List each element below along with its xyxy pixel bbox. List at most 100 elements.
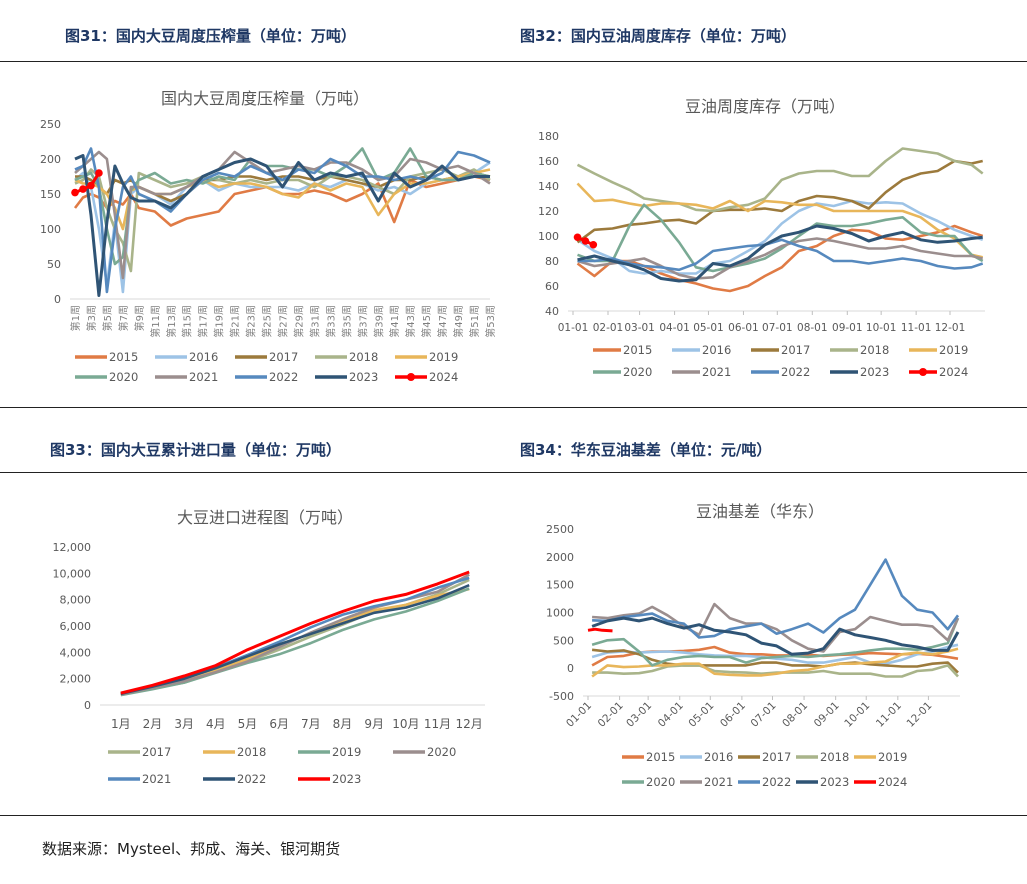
legend-label: 2015 (109, 350, 138, 364)
x-tick-label: 10-01 (842, 700, 872, 730)
y-tick-label: 160 (538, 155, 559, 168)
legend-label: 2024 (939, 365, 968, 379)
series-line-2022 (74, 147, 491, 294)
legend-item-2023: 2023 (315, 370, 378, 384)
legend-item-2020: 2020 (622, 775, 675, 789)
series-line-2017 (75, 171, 491, 203)
legend-marker (919, 368, 927, 376)
legend-label: 2018 (349, 350, 378, 364)
series-line-2022 (592, 558, 960, 639)
series-line-2017 (591, 648, 959, 674)
chart-title: 豆油基差（华东） (696, 502, 824, 521)
x-tick-label: 05-01 (693, 322, 724, 334)
y-tick-label: 120 (538, 205, 559, 218)
series-line-2021 (74, 150, 491, 280)
x-tick-label: 07-01 (762, 322, 793, 334)
figure-32-caption: 图32：国内豆油周度库存（单位：万吨） (520, 27, 796, 45)
legend-item-2019: 2019 (298, 745, 361, 759)
legend-item-2016: 2016 (155, 350, 218, 364)
x-tick-label: 02-01 (593, 322, 624, 334)
source-note: 数据来源：Mysteel、邦成、海关、银河期货 (42, 840, 341, 858)
y-tick-label: 6,000 (60, 620, 92, 633)
x-tick-label: 第17周 (197, 305, 210, 338)
legend-label: 2023 (860, 365, 889, 379)
legend-label: 2018 (237, 745, 266, 759)
x-tick-label: 09-01 (832, 322, 863, 334)
x-tick-label: 第9周 (133, 305, 146, 331)
series-line-2022 (120, 583, 470, 696)
legend-item-2017: 2017 (108, 745, 171, 759)
y-tick-label: 140 (538, 180, 559, 193)
legend-label: 2017 (762, 750, 791, 764)
data-point-2024 (87, 181, 95, 190)
legend-item-2017: 2017 (751, 343, 810, 357)
data-point-2024 (79, 185, 87, 193)
y-tick-label: 12,000 (53, 541, 92, 554)
legend-item-2016: 2016 (680, 750, 733, 764)
legend-item-2021: 2021 (108, 772, 171, 786)
y-tick-label: 0 (567, 662, 574, 675)
legend: 2015 2016 2017 2018 2019 2020 2021 2022 2023 2024 (593, 343, 968, 379)
x-tick-label: 第53周 (484, 305, 497, 338)
divider (0, 61, 1027, 62)
legend-label: 2024 (429, 370, 458, 384)
legend-item-2023: 2023 (830, 365, 889, 379)
x-tick-label: 11-01 (901, 322, 932, 334)
legend: 2017 2018 2019 2020 2021 2022 2023 (108, 745, 456, 786)
x-tick-label: 第39周 (372, 305, 385, 338)
x-tick-label: 03-01 (624, 700, 654, 730)
legend-label: 2024 (878, 775, 907, 789)
legend-item-2021: 2021 (155, 370, 218, 384)
legend-item-2023: 2023 (298, 772, 361, 786)
x-tick-label: 2月 (143, 717, 163, 731)
x-tick-label: 03-01 (624, 322, 655, 334)
legend: 2015 2016 2017 2018 2019 2020 2021 2022 2023 2024 (622, 750, 907, 789)
legend-label: 2015 (646, 750, 675, 764)
legend-label: 2016 (704, 750, 733, 764)
data-point-2024 (71, 188, 79, 197)
divider (0, 815, 1027, 816)
y-tick-label: 0 (54, 293, 61, 306)
y-tick-label: 2500 (546, 523, 574, 536)
data-point-2024 (573, 233, 582, 242)
series-line-2020 (577, 203, 984, 273)
legend-label: 2019 (878, 750, 907, 764)
data-point-2024 (95, 169, 103, 177)
x-tick-label: 4月 (206, 717, 226, 731)
legend-label: 2017 (269, 350, 298, 364)
legend-label: 2019 (939, 343, 968, 357)
series-line-2020 (591, 617, 960, 667)
legend-item-2022: 2022 (751, 365, 810, 379)
series-line-2017 (576, 159, 983, 244)
divider (0, 472, 1027, 473)
x-tick-label: 第27周 (277, 305, 290, 338)
x-tick-label: 12-01 (935, 322, 966, 334)
y-tick-label: 2,000 (60, 673, 92, 686)
x-tick-label: 第13周 (165, 305, 178, 338)
legend-item-2019: 2019 (395, 350, 458, 364)
x-tick-label: 第45周 (420, 305, 433, 338)
legend-label: 2021 (189, 370, 218, 384)
series-line-2023 (577, 224, 983, 283)
legend-item-2019: 2019 (854, 750, 907, 764)
y-tick-label: 80 (545, 255, 559, 268)
x-tick-label: 06-01 (728, 322, 759, 334)
chart-1: 国内大豆周度压榨量（万吨） 0 50 100 150 200 250 第1周 第3周 第5周 第7周… (40, 89, 497, 384)
x-tick-label: 第41周 (388, 305, 401, 338)
legend-label: 2023 (820, 775, 849, 789)
legend-label: 2021 (142, 772, 171, 786)
x-tick-label: 第15周 (181, 305, 194, 338)
x-tick-label: 9月 (364, 717, 384, 731)
x-tick-label: 12月 (456, 717, 483, 731)
legend-item-2020: 2020 (75, 370, 138, 384)
x-tick-label: 第29周 (292, 305, 305, 338)
legend-item-2015: 2015 (622, 750, 675, 764)
x-tick-label: 第1周 (69, 305, 82, 331)
x-tick-label: 11月 (424, 717, 451, 731)
x-tick-label: 05-01 (686, 700, 716, 730)
legend-label: 2020 (427, 745, 456, 759)
y-tick-label: 150 (40, 188, 61, 201)
series-line-2021 (577, 237, 983, 280)
legend-label: 2016 (702, 343, 731, 357)
